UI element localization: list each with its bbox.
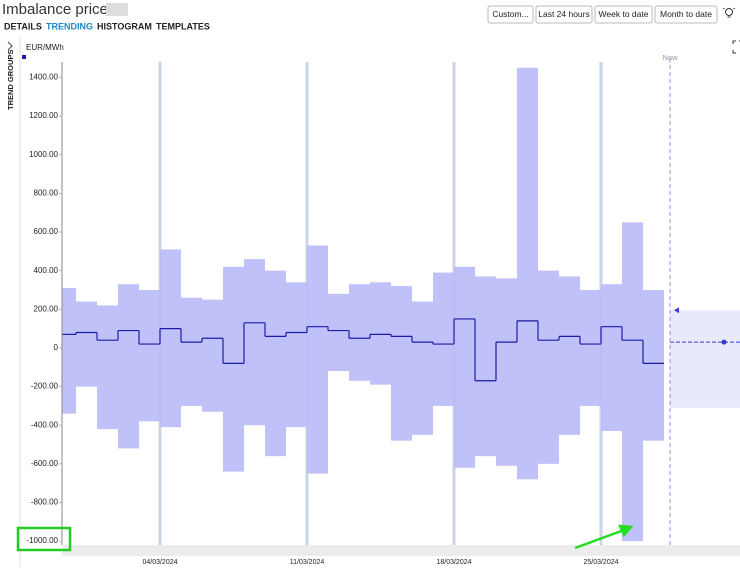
range-bar xyxy=(349,284,370,381)
range-bar xyxy=(622,222,643,542)
tab[interactable]: TEMPLATES xyxy=(156,21,210,31)
range-bar xyxy=(76,301,97,387)
tab[interactable]: TRENDING xyxy=(46,21,93,31)
range-bar xyxy=(580,289,601,406)
y-tick-label: -200.00 xyxy=(31,382,59,391)
y-tick-label: 1200.00 xyxy=(29,111,58,120)
range-bar xyxy=(62,288,76,414)
range-bar xyxy=(118,284,139,449)
range-bar xyxy=(370,282,391,385)
redacted xyxy=(106,3,128,16)
highlight-box xyxy=(16,526,72,552)
range-bar xyxy=(538,270,559,464)
range-bar xyxy=(454,266,475,468)
lightbulb-icon[interactable] xyxy=(722,7,736,18)
y-tick-label: 600.00 xyxy=(34,227,59,236)
range-bar xyxy=(412,301,433,435)
y-tick-label: 1000.00 xyxy=(29,150,58,159)
button-label: Week to date xyxy=(599,9,649,19)
x-tick-label: 25/03/2024 xyxy=(583,559,618,566)
page-title: Imbalance price xyxy=(2,1,108,18)
tab[interactable]: DETAILS xyxy=(4,21,42,31)
range-bar xyxy=(244,259,265,426)
y-tick-label: -600.00 xyxy=(31,459,59,468)
expand-chevron[interactable] xyxy=(7,41,13,51)
range-bar xyxy=(643,289,664,441)
button[interactable] xyxy=(535,5,593,24)
y-tick-label: 1400.00 xyxy=(29,73,58,82)
range-bar xyxy=(160,249,181,428)
range-bar xyxy=(328,293,349,372)
forecast-band xyxy=(670,310,740,408)
y-axis-label: EUR/MWh xyxy=(26,43,64,52)
range-bar xyxy=(286,282,307,428)
y-tick-label: 400.00 xyxy=(34,266,59,275)
scrollbar[interactable] xyxy=(62,545,740,556)
now-label: Now xyxy=(662,53,678,62)
y-tick-label: -1000.00 xyxy=(26,536,58,545)
range-bar xyxy=(181,297,202,406)
now-marker xyxy=(674,307,679,314)
range-bar xyxy=(433,272,454,406)
range-bar xyxy=(601,284,622,432)
range-bar xyxy=(265,270,286,457)
fullscreen-icon[interactable] xyxy=(732,40,740,54)
annotation-arrow xyxy=(574,524,634,550)
button-label: Last 24 hours xyxy=(538,9,590,19)
button[interactable] xyxy=(487,5,534,24)
range-bar xyxy=(97,305,118,430)
plot: -1000.00 -800.00 -600.00 -400.00 -200.00 0 200… xyxy=(26,53,740,566)
forecast-point xyxy=(721,339,727,345)
x-tick-label: 11/03/2024 xyxy=(290,559,325,566)
series-marker xyxy=(22,55,26,59)
button-label: Custom... xyxy=(492,9,528,19)
range-bar xyxy=(202,299,223,412)
tab[interactable]: HISTOGRAM xyxy=(97,21,152,31)
y-tick-label: -400.00 xyxy=(31,420,59,429)
button-label: Month to date xyxy=(660,9,712,19)
range-bar xyxy=(391,286,412,441)
y-tick-label: 0 xyxy=(54,343,59,352)
range-bar xyxy=(517,67,538,480)
range-bar xyxy=(307,245,328,474)
button[interactable] xyxy=(594,5,653,24)
y-tick-label: 800.00 xyxy=(34,188,59,197)
button[interactable] xyxy=(654,5,718,24)
range-bar xyxy=(223,266,244,472)
range-bar xyxy=(496,278,517,466)
sidebar-label[interactable]: TREND GROUPS xyxy=(6,50,15,110)
x-tick-label: 18/03/2024 xyxy=(436,559,471,566)
range-bar xyxy=(139,289,160,422)
range-bar xyxy=(559,276,580,435)
y-tick-label: 200.00 xyxy=(34,304,59,313)
range-bar xyxy=(475,276,496,457)
y-tick-label: -800.00 xyxy=(31,498,59,507)
x-tick-label: 04/03/2024 xyxy=(142,559,177,566)
